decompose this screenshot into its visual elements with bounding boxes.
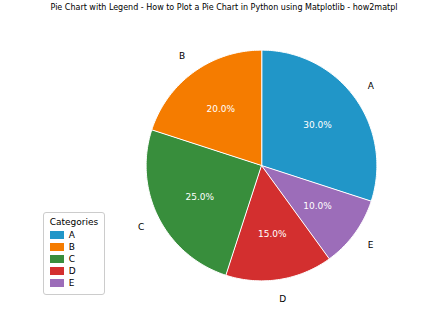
svg-text:10.0%: 10.0% — [303, 201, 332, 211]
svg-text:B: B — [179, 51, 185, 61]
html-text:C: C — [68, 253, 75, 264]
svg-text:E: E — [368, 239, 374, 249]
svg-text:30.0%: 30.0% — [303, 119, 332, 129]
html-text:D: D — [68, 265, 76, 276]
svg-text:A: A — [368, 81, 375, 91]
svg-text:C: C — [138, 221, 144, 231]
svg-text:25.0%: 25.0% — [186, 191, 215, 201]
html-text:A: A — [68, 229, 75, 240]
svg-text:15.0%: 15.0% — [258, 228, 287, 238]
html-text:B: B — [68, 241, 75, 252]
svg-text:20.0%: 20.0% — [207, 104, 236, 114]
html-text:Categories: Categories — [49, 216, 99, 227]
html-text:Pie Chart with Legend - How to: Pie Chart with Legend - How to Plot a Pi… — [50, 3, 398, 12]
svg-text:D: D — [279, 293, 286, 303]
html-text:E: E — [68, 277, 75, 288]
